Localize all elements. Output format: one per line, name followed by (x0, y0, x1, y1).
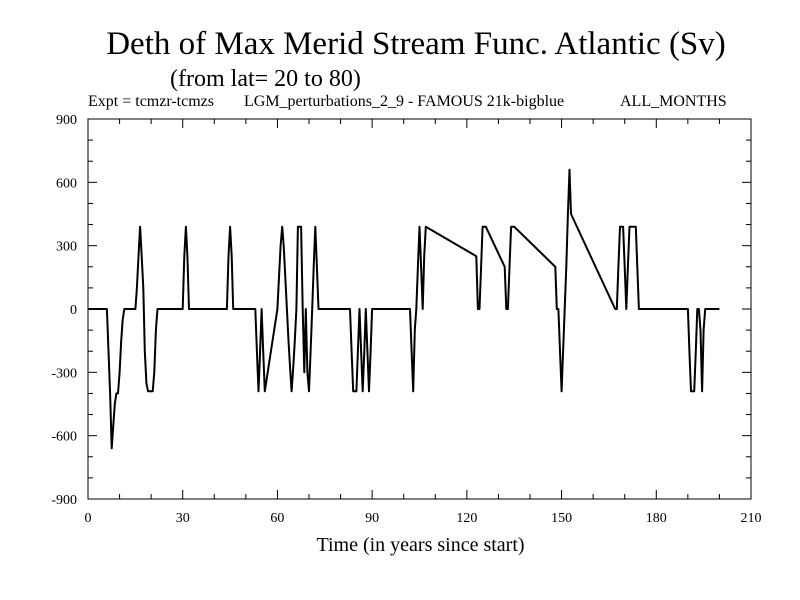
x-tick-label: 60 (270, 511, 284, 526)
y-tick-label: -600 (51, 430, 77, 445)
x-tick-label: 30 (176, 511, 190, 526)
months-label: ALL_MONTHS (620, 93, 727, 110)
y-tick-label: -300 (51, 366, 77, 381)
chart-title: Deth of Max Merid Stream Func. Atlantic … (106, 26, 726, 62)
y-tick-label: 900 (56, 113, 77, 128)
series-line (88, 168, 720, 450)
series-layer (88, 168, 720, 450)
x-axis-label: Time (in years since start) (316, 534, 524, 556)
x-tick-label: 180 (646, 511, 667, 526)
tick-labels: 0 30 60 90 120 150 180 210 -900 -600 -300 0 300 600 90… (51, 113, 761, 526)
y-tick-label: 600 (56, 176, 77, 191)
experiment-name: LGM_perturbations_2_9 - FAMOUS 21k-bigbl… (244, 93, 565, 110)
chart-subtitle: (from lat= 20 to 80) (170, 66, 361, 92)
y-tick-label: 300 (56, 240, 77, 255)
x-tick-label: 150 (551, 511, 572, 526)
x-tick-label: 210 (741, 511, 762, 526)
y-tick-label: 0 (70, 303, 77, 318)
plot-frame (87, 118, 752, 500)
x-tick-label: 90 (365, 511, 379, 526)
expt-label: Expt = tcmzr-tcmzs (88, 93, 214, 110)
y-tick-label: -900 (51, 493, 77, 508)
x-tick-label: 0 (85, 511, 92, 526)
x-tick-label: 120 (456, 511, 477, 526)
